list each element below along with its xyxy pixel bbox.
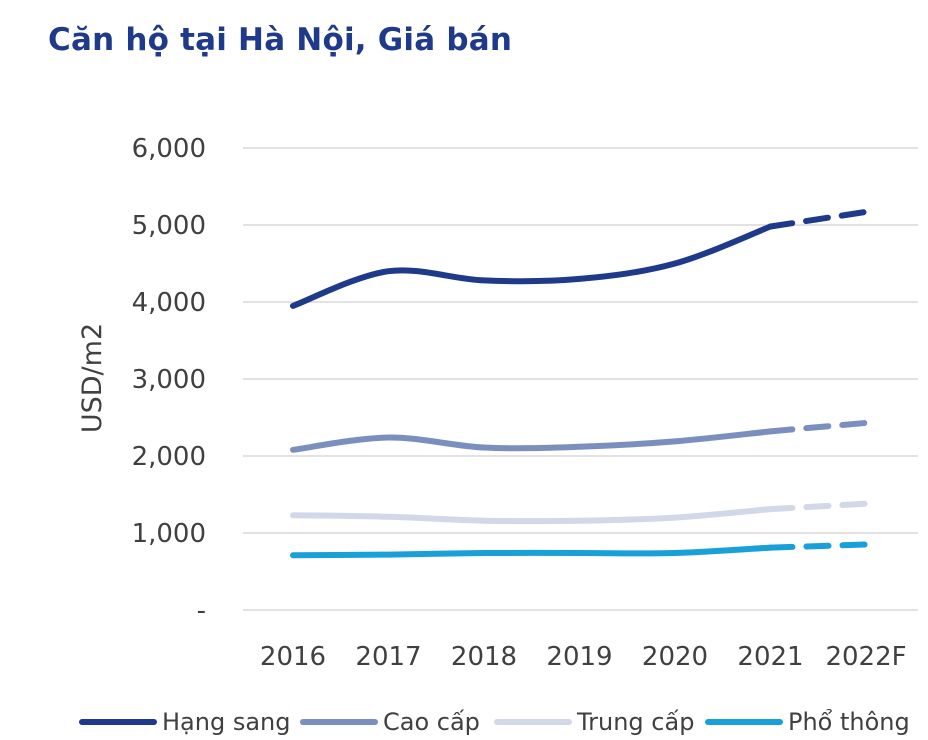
- series-line: [290, 428, 774, 453]
- gridlines: [243, 147, 918, 611]
- series-forecast-line: [767, 419, 869, 435]
- y-axis-label: USD/m2: [77, 323, 108, 433]
- series-forecast-line: [767, 541, 869, 551]
- x-tick-labels: 2016 2017 2018 2019 2020 2021 2022F: [260, 642, 907, 672]
- legend-label: Hạng sang: [162, 708, 290, 736]
- series-forecast-line: [767, 208, 869, 230]
- x-tick-label: 2021: [737, 642, 803, 672]
- y-tick-label: 6,000: [132, 134, 206, 164]
- y-tick-labels: - 1,000 2,000 3,000 4,000 5,000 6,000: [132, 134, 206, 626]
- legend-label: Cao cấp: [383, 708, 480, 736]
- y-tick-label: 2,000: [132, 442, 206, 472]
- series-lines: [290, 208, 869, 559]
- legend: Hạng sang Cao cấp Trung cấp Phổ thông: [79, 708, 910, 736]
- legend-label: Phổ thông: [788, 708, 910, 736]
- x-tick-label: 2018: [451, 642, 517, 672]
- series-line: [290, 544, 774, 559]
- y-tick-label: 1,000: [132, 519, 206, 549]
- series-line: [290, 506, 774, 525]
- x-tick-label: 2022F: [825, 642, 906, 672]
- y-tick-label: 5,000: [132, 211, 206, 241]
- x-tick-label: 2017: [355, 642, 421, 672]
- series-line: [290, 223, 774, 309]
- y-tick-label: 3,000: [132, 365, 206, 395]
- y-tick-label: 4,000: [132, 288, 206, 318]
- y-tick-label: -: [197, 596, 206, 626]
- legend-label: Trung cấp: [576, 708, 694, 736]
- chart-title: Căn hộ tại Hà Nội, Giá bán: [48, 22, 513, 58]
- x-tick-label: 2020: [642, 642, 708, 672]
- series-forecast-line: [767, 500, 869, 513]
- x-tick-label: 2016: [260, 642, 326, 672]
- x-tick-label: 2019: [546, 642, 612, 672]
